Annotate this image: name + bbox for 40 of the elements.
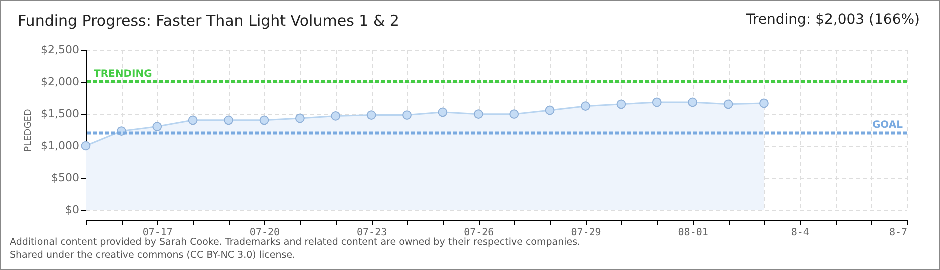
point <box>224 116 234 126</box>
point <box>724 100 734 110</box>
x-tick-label: 8-4 <box>791 228 810 238</box>
y-axis-title: PLEDGED <box>24 109 34 152</box>
point <box>760 98 769 108</box>
ref-line-label: GOAL <box>872 120 904 132</box>
x-tick-label: 07-26 <box>464 228 494 238</box>
point <box>652 98 662 108</box>
y-tick-label: $1,500 <box>41 108 80 120</box>
point <box>152 122 162 132</box>
x-tick-label: 8-7 <box>889 228 908 238</box>
y-tick-label: $2,500 <box>41 44 80 56</box>
point <box>545 106 555 116</box>
point <box>688 98 698 108</box>
y-tick-label: $0 <box>66 204 80 216</box>
chart-title: Funding Progress: Faster Than Light Volumes 1 & 2 <box>18 12 400 30</box>
y-tick-label: $1,000 <box>41 140 80 152</box>
text: Additional content provided by Sarah Cooke. Trademarks and related content are owned by their respective companies. <box>10 237 581 248</box>
point <box>295 114 305 124</box>
point <box>366 110 376 120</box>
point <box>331 112 341 121</box>
ref-line-label: TRENDING <box>94 68 152 80</box>
point <box>581 102 590 111</box>
text: Trending: $2,003 (166%) <box>746 12 920 28</box>
x-tick-label: 08-01 <box>678 228 708 238</box>
x-tick-label: 07-29 <box>571 228 602 238</box>
y-tick-label: $2,000 <box>41 76 80 88</box>
x-tick-label: 07-23 <box>357 228 388 238</box>
point <box>188 116 198 126</box>
y-tick-label: $500 <box>52 172 80 184</box>
point <box>81 141 91 151</box>
point <box>438 108 448 118</box>
point <box>260 116 270 126</box>
text: Shared under the creative commons (CC BY-NC 3.0) license. <box>10 250 296 261</box>
x-tick-label: 07-20 <box>250 228 280 238</box>
point <box>402 110 412 120</box>
point <box>510 110 520 119</box>
point <box>474 110 484 119</box>
x-tick-label: 07-17 <box>142 228 173 238</box>
point <box>616 100 626 110</box>
